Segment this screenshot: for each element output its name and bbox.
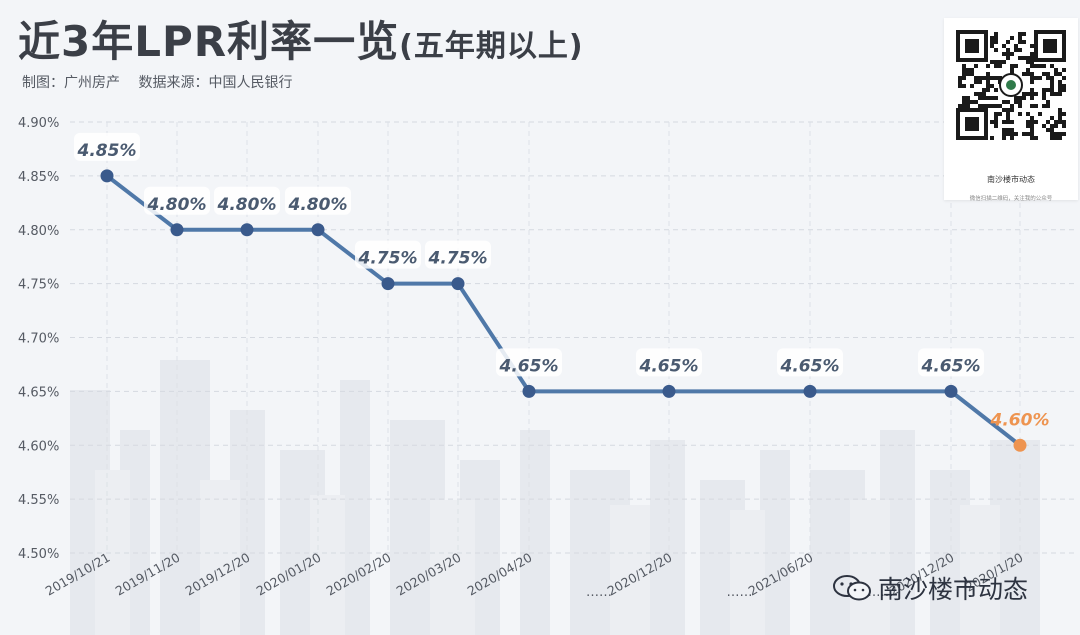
gap-marker: ……	[868, 585, 894, 600]
data-point	[803, 384, 817, 398]
data-label-text: 4.65%	[499, 356, 559, 376]
data-label-box	[496, 348, 562, 377]
data-label-text: 4.65%	[921, 356, 981, 376]
x-tick-label: 2020/12/20	[605, 550, 675, 599]
y-tick-label: 4.55%	[18, 493, 59, 508]
data-label-box	[355, 240, 421, 269]
data-label-text: 4.65%	[639, 356, 699, 376]
data-label-text: 4.80%	[217, 195, 277, 215]
data-label-box	[144, 186, 210, 215]
x-tick-label: 2020/02/20	[324, 550, 394, 599]
data-point	[662, 384, 676, 398]
wechat-icon	[833, 575, 871, 601]
data-point	[240, 223, 254, 237]
watermark-text: 南沙楼市动态	[878, 575, 1029, 604]
data-point	[311, 223, 325, 237]
data-label: 4.80%	[214, 186, 280, 215]
data-label: 4.85%	[74, 132, 140, 161]
x-tick-label: 2020/01/20	[254, 550, 324, 599]
y-tick-label: 4.70%	[18, 332, 59, 347]
data-point	[451, 277, 465, 291]
qr-hint-text: 微信扫描二维码，关注我的公众号	[969, 196, 1053, 202]
data-label-text: 4.85%	[77, 141, 137, 161]
data-label: 4.60%	[990, 410, 1050, 430]
y-tick-label: 4.60%	[18, 439, 59, 454]
gap-markers: …… …… ……	[586, 585, 894, 600]
data-label: 4.75%	[425, 240, 491, 269]
y-tick-label: 4.90%	[18, 116, 59, 131]
series-line	[105, 174, 1022, 447]
data-point	[100, 169, 114, 183]
data-label: 4.65%	[777, 348, 843, 377]
y-tick-label: 4.75%	[18, 278, 59, 293]
data-label-box	[74, 132, 140, 161]
data-label-text: 4.60%	[990, 410, 1050, 430]
y-tick-label: 4.85%	[18, 170, 59, 185]
data-point	[381, 277, 395, 291]
data-label-text: 4.75%	[358, 249, 418, 269]
qr-code-icon	[956, 30, 1066, 140]
data-label-text: 4.65%	[780, 356, 840, 376]
data-label: 4.65%	[918, 348, 984, 377]
title-subtitle: (五年期以上)	[399, 29, 584, 64]
data-label-box	[918, 348, 984, 377]
chart-grid	[70, 121, 1075, 554]
qr-card: 南沙楼市动态 微信扫描二维码，关注我的公众号	[944, 18, 1078, 202]
data-label-group: 4.85% 4.80% 4.80% 4.80% 4.75% 4.75% 4.65% 4.65%…	[74, 132, 1050, 430]
x-tick-label: 2019/11/20	[113, 550, 183, 599]
title-text: 近3年LPR利率一览	[18, 17, 400, 66]
data-point	[944, 384, 958, 398]
y-axis-tick-labels: 4.50% 4.55% 4.60% 4.65% 4.70% 4.75% 4.80% 4.85%…	[18, 116, 59, 562]
series-line-group	[105, 174, 1022, 447]
data-label-box	[214, 186, 280, 215]
data-label: 4.75%	[355, 240, 421, 269]
data-label-text: 4.80%	[147, 195, 207, 215]
data-label: 4.80%	[144, 186, 210, 215]
x-tick-label: 2021/06/20	[746, 550, 816, 599]
y-tick-label: 4.65%	[18, 385, 59, 400]
data-label-text: 4.75%	[428, 249, 488, 269]
data-point	[522, 384, 536, 398]
chart-title: 近3年LPR利率一览(五年期以上)	[18, 8, 584, 69]
data-label-box	[285, 186, 351, 215]
y-tick-label: 4.80%	[18, 224, 59, 239]
watermark: 南沙楼市动态	[832, 570, 1028, 606]
data-label: 4.65%	[496, 348, 562, 377]
data-label-box	[636, 348, 702, 377]
data-point	[1013, 438, 1027, 452]
data-point-group	[100, 169, 1027, 452]
byline-source: 数据来源：中国人民银行	[138, 75, 293, 91]
x-tick-label: 2019/12/20	[183, 550, 253, 599]
data-label: 4.80%	[285, 186, 351, 215]
x-tick-label: 2020/04/20	[465, 550, 535, 599]
gap-marker: ……	[727, 585, 753, 600]
gap-marker: ……	[586, 585, 612, 600]
byline-maker: 制图：广州房产	[22, 75, 120, 91]
data-label-box	[425, 240, 491, 269]
data-label-text: 4.80%	[288, 195, 348, 215]
data-label: 4.65%	[636, 348, 702, 377]
byline: 制图：广州房产 数据来源：中国人民银行	[22, 72, 292, 92]
x-tick-label: 2020/03/20	[394, 550, 464, 599]
data-label-box	[777, 348, 843, 377]
qr-account-name: 南沙楼市动态	[987, 175, 1035, 184]
y-tick-label: 4.50%	[18, 547, 59, 562]
data-point	[170, 223, 184, 237]
